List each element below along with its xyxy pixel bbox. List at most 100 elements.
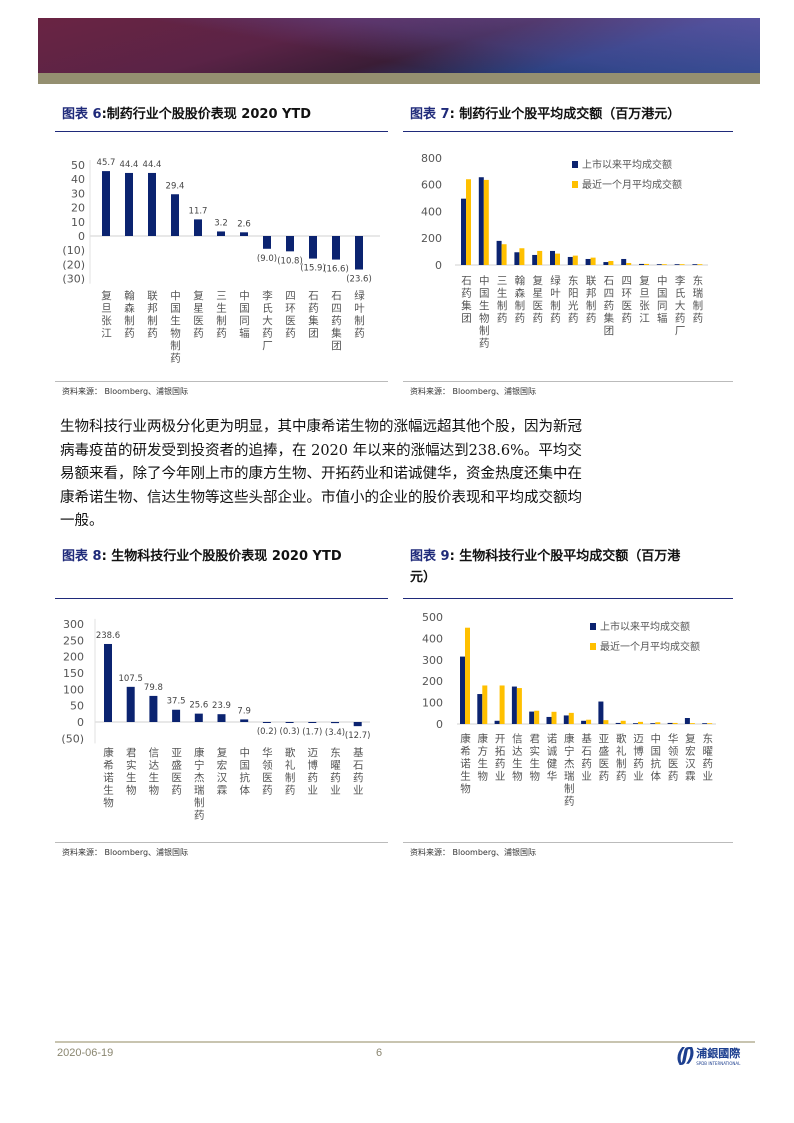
figure-label: 图表 9 <box>410 549 450 564</box>
legend-label: 最近一个月平均成交额 <box>600 640 700 653</box>
data-label: (1.7) <box>302 728 322 738</box>
header-banner <box>38 18 760 73</box>
data-label: 107.5 <box>119 674 143 684</box>
figure-8-title: 图表 8: 生物科技行业个股股价表现 2020 YTD <box>62 546 342 567</box>
bar-since-listing <box>461 198 466 265</box>
bar-since-listing <box>567 256 573 265</box>
bar-recent-month <box>482 685 488 724</box>
figure-source: 资料来源： Bloomberg、浦银国际 <box>410 387 537 396</box>
data-label: 45.7 <box>97 158 116 168</box>
data-label: 7.9 <box>237 706 251 716</box>
category-label: 基石药业 <box>352 746 364 797</box>
bar-recent-month <box>499 685 505 724</box>
bar <box>353 722 362 727</box>
bar-since-listing <box>639 263 644 265</box>
bar-since-listing <box>494 720 500 724</box>
y-tick-label: 100 <box>63 683 84 696</box>
bar-recent-month <box>568 712 574 724</box>
figure-title-text: 元） <box>410 570 437 585</box>
category-label: 中国生物制药 <box>169 289 181 365</box>
bar <box>355 236 363 270</box>
bar <box>217 231 225 236</box>
bar <box>240 232 248 236</box>
y-tick-label: 0 <box>435 259 442 272</box>
y-tick-label: 400 <box>422 632 443 645</box>
bar-recent-month <box>534 710 540 724</box>
bar-recent-month <box>661 264 667 265</box>
category-label: 复旦张江 <box>638 274 650 325</box>
bar <box>240 719 249 722</box>
logo-icon: (ʃ) <box>676 1044 695 1066</box>
bar <box>262 722 271 723</box>
bar <box>285 722 294 723</box>
y-tick-label: 150 <box>63 667 84 680</box>
y-tick-label: 250 <box>63 634 84 647</box>
legend-swatch <box>572 181 578 188</box>
category-label: 石四药集团 <box>602 275 614 338</box>
bar <box>102 171 110 236</box>
bar-recent-month <box>555 253 560 265</box>
y-tick-label: 300 <box>63 618 84 631</box>
category-label: 联邦制药 <box>585 275 597 325</box>
category-label: 四环医药 <box>620 275 632 325</box>
category-label: 复旦张江 <box>100 289 112 340</box>
category-label: 康方生物 <box>476 732 488 783</box>
bar-since-listing <box>477 694 483 724</box>
bar-since-listing <box>702 723 708 724</box>
chart-fig7: 8006004002000石药集团 中国生物制药 三生制药 翰森制药 复星医药 绿叶制药东… <box>421 152 708 350</box>
legend-label: 上市以来平均成交额 <box>600 620 690 633</box>
category-label: 基石药业 <box>580 732 592 783</box>
category-label: 康希诺生物 <box>102 746 114 809</box>
y-tick-label: 50 <box>71 159 85 172</box>
bar-since-listing <box>615 722 621 724</box>
bar-recent-month <box>608 260 614 265</box>
bar-recent-month <box>620 720 626 724</box>
bar-recent-month <box>679 264 685 265</box>
y-tick-label: 600 <box>421 179 442 192</box>
figure-9-title: 图表 9: 生物科技行业个股平均成交额（百万港 元） <box>410 546 740 588</box>
y-tick-label: 0 <box>436 718 443 731</box>
divider <box>55 131 388 132</box>
bar-recent-month <box>689 723 695 724</box>
bar-recent-month <box>501 244 507 265</box>
divider <box>55 842 388 843</box>
y-tick-label: 20 <box>71 202 85 215</box>
bar-recent-month <box>626 262 632 265</box>
footer-date: 2020-06-19 <box>57 1047 114 1059</box>
header-band <box>38 73 760 84</box>
y-tick-label: 800 <box>421 152 442 165</box>
legend-label: 最近一个月平均成交额 <box>582 178 682 191</box>
y-tick-label: 0 <box>78 230 85 243</box>
category-label: 诺诚健华 <box>546 733 558 783</box>
category-label: 复宏汉霖 <box>684 732 696 783</box>
bar-since-listing <box>460 656 465 724</box>
category-label: 复宏汉霖 <box>216 746 228 797</box>
bar <box>148 172 156 236</box>
bar <box>194 713 203 722</box>
y-tick-label: 200 <box>63 651 84 664</box>
category-label: 中国生物制药 <box>478 274 490 350</box>
category-label: 君实生物 <box>528 733 540 783</box>
body-paragraph: 生物科技行业两极分化更为明显，其中康希诺生物的涨幅远超其他个股，因为新冠病毒疫苗… <box>60 419 582 529</box>
bar <box>194 219 202 236</box>
bar-since-listing <box>684 718 690 724</box>
company-logo: (ʃ) 浦銀國際 SPDB INTERNATIONAL <box>676 1044 740 1066</box>
bar-recent-month <box>465 627 470 724</box>
category-label: 翰森制药 <box>123 289 135 340</box>
bar-since-listing <box>633 723 638 724</box>
bar-recent-month <box>603 720 609 724</box>
bar-since-listing <box>546 716 552 724</box>
category-label: 四环医药 <box>284 290 296 340</box>
divider <box>403 842 733 843</box>
category-label: 亚盛医药 <box>170 747 182 797</box>
bar-recent-month <box>638 721 643 724</box>
bar <box>263 236 271 249</box>
bar <box>126 686 135 722</box>
y-tick-label: 400 <box>421 205 442 218</box>
bar <box>286 236 294 252</box>
bar-recent-month <box>483 179 489 265</box>
logo-text: 浦銀國際 <box>696 1046 741 1060</box>
bar <box>125 172 133 236</box>
figure-source: 资料来源： Bloomberg、浦银国际 <box>62 848 189 857</box>
y-tick-label: 30 <box>71 187 85 200</box>
